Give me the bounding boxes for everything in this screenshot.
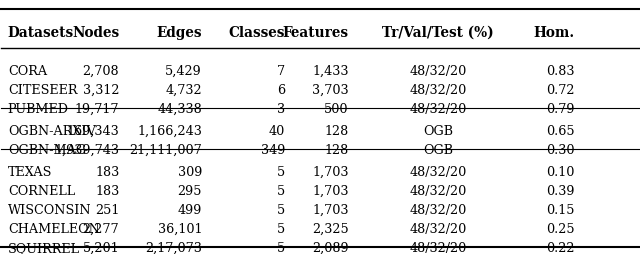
Text: 183: 183 [95, 165, 119, 178]
Text: 21,111,007: 21,111,007 [129, 143, 202, 156]
Text: Edges: Edges [157, 26, 202, 40]
Text: 3,312: 3,312 [83, 83, 119, 96]
Text: 48/32/20: 48/32/20 [409, 165, 467, 178]
Text: 5: 5 [276, 203, 285, 216]
Text: 0.10: 0.10 [547, 165, 575, 178]
Text: Classes: Classes [228, 26, 285, 40]
Text: 4,732: 4,732 [166, 83, 202, 96]
Text: Nodes: Nodes [72, 26, 119, 40]
Text: 48/32/20: 48/32/20 [409, 102, 467, 115]
Text: 36,101: 36,101 [157, 222, 202, 235]
Text: 5: 5 [276, 184, 285, 197]
Text: 1,703: 1,703 [312, 203, 349, 216]
Text: CHAMELEON: CHAMELEON [8, 222, 100, 235]
Text: 2,277: 2,277 [83, 222, 119, 235]
Text: 349: 349 [260, 143, 285, 156]
Text: 48/32/20: 48/32/20 [409, 184, 467, 197]
Text: 48/32/20: 48/32/20 [409, 83, 467, 96]
Text: 6: 6 [277, 83, 285, 96]
Text: 183: 183 [95, 184, 119, 197]
Text: 0.22: 0.22 [547, 241, 575, 254]
Text: OGBN-ARXIV: OGBN-ARXIV [8, 124, 95, 137]
Text: TEXAS: TEXAS [8, 165, 52, 178]
Text: 2,708: 2,708 [83, 64, 119, 77]
Text: 5: 5 [276, 222, 285, 235]
Text: PUBMED: PUBMED [8, 102, 68, 115]
Text: 19,717: 19,717 [75, 102, 119, 115]
Text: 5,429: 5,429 [165, 64, 202, 77]
Text: OGBN-MAG: OGBN-MAG [8, 143, 86, 156]
Text: 128: 128 [324, 124, 349, 137]
Text: 1,166,243: 1,166,243 [137, 124, 202, 137]
Text: 44,338: 44,338 [157, 102, 202, 115]
Text: 0.25: 0.25 [547, 222, 575, 235]
Text: 0.79: 0.79 [547, 102, 575, 115]
Text: CORA: CORA [8, 64, 47, 77]
Text: 2,325: 2,325 [312, 222, 349, 235]
Text: 500: 500 [324, 102, 349, 115]
Text: 3,703: 3,703 [312, 83, 349, 96]
Text: 499: 499 [178, 203, 202, 216]
Text: CITESEER: CITESEER [8, 83, 77, 96]
Text: 0.72: 0.72 [547, 83, 575, 96]
Text: 1,703: 1,703 [312, 184, 349, 197]
Text: SQUIRREL: SQUIRREL [8, 241, 80, 254]
Text: 309: 309 [178, 165, 202, 178]
Text: 0.15: 0.15 [547, 203, 575, 216]
Text: OGB: OGB [423, 143, 453, 156]
Text: 0.65: 0.65 [547, 124, 575, 137]
Text: 48/32/20: 48/32/20 [409, 64, 467, 77]
Text: 251: 251 [95, 203, 119, 216]
Text: Datasets: Datasets [8, 26, 74, 40]
Text: 48/32/20: 48/32/20 [409, 222, 467, 235]
Text: 295: 295 [178, 184, 202, 197]
Text: 0.30: 0.30 [547, 143, 575, 156]
Text: 0.83: 0.83 [547, 64, 575, 77]
Text: 1,703: 1,703 [312, 165, 349, 178]
Text: 169,343: 169,343 [67, 124, 119, 137]
Text: Tr/Val/Test (%): Tr/Val/Test (%) [382, 26, 493, 40]
Text: 48/32/20: 48/32/20 [409, 203, 467, 216]
Text: 5: 5 [276, 241, 285, 254]
Text: 128: 128 [324, 143, 349, 156]
Text: WISCONSIN: WISCONSIN [8, 203, 92, 216]
Text: 2,089: 2,089 [312, 241, 349, 254]
Text: 3: 3 [277, 102, 285, 115]
Text: 2,17,073: 2,17,073 [145, 241, 202, 254]
Text: 48/32/20: 48/32/20 [409, 241, 467, 254]
Text: Hom.: Hom. [534, 26, 575, 40]
Text: OGB: OGB [423, 124, 453, 137]
Text: Features: Features [283, 26, 349, 40]
Text: 40: 40 [269, 124, 285, 137]
Text: 5: 5 [276, 165, 285, 178]
Text: 5,201: 5,201 [83, 241, 119, 254]
Text: 0.39: 0.39 [547, 184, 575, 197]
Text: CORNELL: CORNELL [8, 184, 75, 197]
Text: 1,939,743: 1,939,743 [54, 143, 119, 156]
Text: 1,433: 1,433 [312, 64, 349, 77]
Text: 7: 7 [277, 64, 285, 77]
